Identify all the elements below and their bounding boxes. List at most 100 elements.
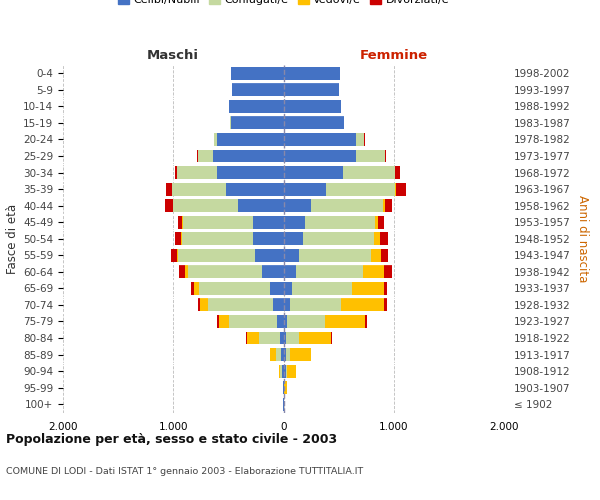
Bar [384,298,387,312]
Bar [229,100,284,113]
Bar [383,199,385,212]
Y-axis label: Anni di nascita: Anni di nascita [575,195,589,282]
Bar [255,249,284,262]
Bar [230,116,231,130]
Text: Popolazione per età, sesso e stato civile - 2003: Popolazione per età, sesso e stato civil… [6,432,337,446]
Bar [171,249,176,262]
Bar [245,332,247,344]
Bar [305,216,376,228]
Bar [219,315,229,328]
Bar [284,332,286,344]
Bar [253,216,284,228]
Bar [290,348,311,361]
Bar [178,249,255,262]
Bar [197,298,200,312]
Bar [284,364,286,378]
Bar [385,199,392,212]
Bar [185,266,188,278]
Bar [182,216,253,228]
Bar [284,100,341,113]
Bar [284,116,344,130]
Bar [296,266,364,278]
Bar [281,348,284,361]
Text: COMUNE DI LODI - Dati ISTAT 1° gennaio 2003 - Elaborazione TUTTITALIA.IT: COMUNE DI LODI - Dati ISTAT 1° gennaio 2… [6,468,363,476]
Text: Maschi: Maschi [147,48,199,62]
Bar [299,249,371,262]
Bar [284,67,340,80]
Bar [378,216,384,228]
Bar [284,166,343,179]
Bar [374,232,380,245]
Bar [277,315,284,328]
Bar [280,364,281,378]
Bar [395,182,406,196]
Bar [287,364,296,378]
Bar [384,282,386,295]
Bar [299,332,331,344]
Bar [175,232,181,245]
Bar [376,216,378,228]
Bar [217,315,219,328]
Bar [284,216,305,228]
Bar [292,282,352,295]
Bar [278,364,280,378]
Bar [364,266,384,278]
Bar [273,298,284,312]
Bar [179,266,185,278]
Bar [200,298,208,312]
Bar [284,348,286,361]
Bar [290,298,341,312]
Bar [384,266,392,278]
Bar [232,84,284,96]
Bar [208,298,273,312]
Bar [176,166,217,179]
Bar [284,249,299,262]
Bar [166,182,172,196]
Bar [284,133,356,146]
Bar [325,315,365,328]
Bar [199,282,270,295]
Bar [188,266,262,278]
Bar [214,133,217,146]
Bar [341,298,384,312]
Bar [280,332,284,344]
Bar [217,133,284,146]
Bar [331,332,332,344]
Bar [286,332,299,344]
Bar [284,381,287,394]
Bar [286,364,287,378]
Bar [284,266,296,278]
Bar [178,216,182,228]
Bar [181,232,182,245]
Bar [284,298,290,312]
Bar [259,332,280,344]
Bar [238,199,284,212]
Bar [303,232,374,245]
Y-axis label: Fasce di età: Fasce di età [6,204,19,274]
Bar [194,282,199,295]
Bar [270,348,276,361]
Bar [284,182,326,196]
Bar [173,199,238,212]
Bar [226,182,284,196]
Bar [191,282,194,295]
Bar [284,150,356,162]
Bar [371,249,381,262]
Bar [356,133,364,146]
Bar [253,232,284,245]
Bar [381,249,388,262]
Bar [213,150,284,162]
Bar [365,315,367,328]
Bar [284,315,287,328]
Bar [262,266,284,278]
Text: Femmine: Femmine [359,48,428,62]
Bar [270,282,284,295]
Bar [230,67,284,80]
Bar [343,166,395,179]
Bar [281,364,284,378]
Bar [217,166,284,179]
Bar [176,249,178,262]
Bar [276,348,281,361]
Bar [172,182,226,196]
Bar [326,182,395,196]
